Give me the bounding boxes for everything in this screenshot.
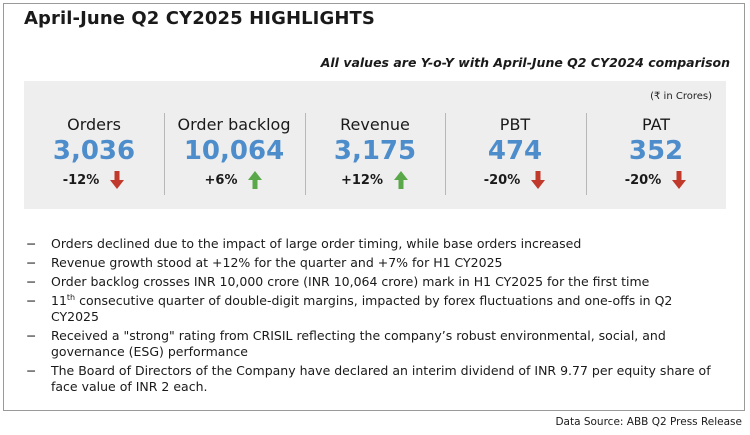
kpi-change: -12% <box>62 172 100 188</box>
page-title: April-June Q2 CY2025 HIGHLIGHTS <box>24 8 375 29</box>
kpi-value: 474 <box>487 136 543 166</box>
kpi-orders: Orders 3,036 -12% <box>24 115 164 191</box>
bullet-text-number: 11 <box>51 293 67 308</box>
kpi-label: Orders <box>67 115 121 134</box>
kpi-change: +12% <box>340 172 383 188</box>
bullet-text: Revenue growth stood at +12% for the qua… <box>51 255 503 270</box>
highlights-list: − Orders declined due to the impact of l… <box>24 236 724 398</box>
kpi-divider <box>445 113 446 195</box>
kpi-divider <box>164 113 165 195</box>
arrow-down-icon <box>672 171 687 189</box>
arrow-up-icon <box>248 171 263 189</box>
kpi-value: 3,036 <box>52 136 136 166</box>
ordinal-suffix: th <box>66 292 76 302</box>
kpi-label: PBT <box>499 115 531 134</box>
kpi-change: -20% <box>624 172 662 188</box>
kpi-value: 3,175 <box>333 136 417 166</box>
list-item: − The Board of Directors of the Company … <box>24 363 724 395</box>
kpi-pbt: PBT 474 -20% <box>445 115 585 191</box>
bullet-text: The Board of Directors of the Company ha… <box>51 363 711 394</box>
list-item: − 11th consecutive quarter of double-dig… <box>24 293 724 325</box>
arrow-down-icon <box>110 171 125 189</box>
kpi-divider <box>305 113 306 195</box>
list-item: − Received a "strong" rating from CRISIL… <box>24 328 724 360</box>
kpi-revenue: Revenue 3,175 +12% <box>305 115 445 191</box>
kpi-label: PAT <box>641 115 671 134</box>
kpi-pat: PAT 352 -20% <box>586 115 726 191</box>
dash-bullet: − <box>26 293 37 308</box>
kpi-divider <box>586 113 587 195</box>
kpi-panel: (₹ in Crores) Orders 3,036 -12% Order ba… <box>24 81 726 209</box>
comparison-note: All values are Y-o-Y with April-June Q2 … <box>320 55 730 70</box>
bullet-text: consecutive quarter of double-digit marg… <box>51 293 673 324</box>
dash-bullet: − <box>26 255 37 270</box>
bullet-text: Received a "strong" rating from CRISIL r… <box>51 328 666 359</box>
list-item: − Revenue growth stood at +12% for the q… <box>24 255 724 271</box>
kpi-label: Order backlog <box>177 115 291 134</box>
dash-bullet: − <box>26 274 37 289</box>
arrow-down-icon <box>531 171 546 189</box>
list-item: − Order backlog crosses INR 10,000 crore… <box>24 274 724 290</box>
dash-bullet: − <box>26 363 37 378</box>
arrow-up-icon <box>394 171 408 189</box>
kpi-value: 352 <box>628 136 684 166</box>
bullet-text: Orders declined due to the impact of lar… <box>51 236 582 251</box>
kpi-label: Revenue <box>340 115 410 134</box>
bullet-text: Order backlog crosses INR 10,000 crore (… <box>51 274 650 289</box>
kpi-value: 10,064 <box>183 136 285 166</box>
dash-bullet: − <box>26 236 37 251</box>
data-source-note: Data Source: ABB Q2 Press Release <box>555 416 742 428</box>
kpi-change: -20% <box>483 172 521 188</box>
list-item: − Orders declined due to the impact of l… <box>24 236 724 252</box>
unit-note: (₹ in Crores) <box>650 91 712 102</box>
dash-bullet: − <box>26 328 37 343</box>
kpi-change: +6% <box>204 172 238 188</box>
kpi-order-backlog: Order backlog 10,064 +6% <box>164 115 304 191</box>
slide-frame <box>3 3 745 411</box>
